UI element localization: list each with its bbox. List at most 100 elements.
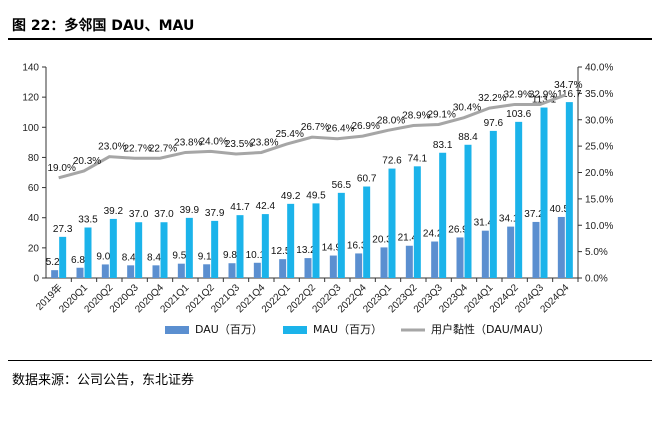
stickiness-data-label: 34.7% — [554, 80, 582, 91]
dau-bar — [431, 241, 439, 278]
dau-bar — [329, 255, 337, 278]
left-tick-label: 60 — [28, 183, 40, 194]
figure-title-bar: 图 22：多邻国 DAU、MAU — [8, 10, 652, 40]
mau-data-label: 37.9 — [205, 208, 225, 219]
stickiness-data-label: 19.0% — [47, 163, 75, 174]
mau-bar — [185, 217, 193, 278]
mau-data-label: 39.9 — [180, 205, 200, 216]
mau-data-label: 74.1 — [408, 153, 428, 164]
dau-bar — [253, 262, 261, 278]
left-tick-label: 100 — [22, 123, 39, 134]
stickiness-line — [58, 93, 566, 180]
mau-data-label: 116.7 — [557, 89, 582, 100]
dau-bar — [76, 267, 84, 278]
legend-mau-swatch — [283, 326, 307, 334]
stickiness-data-label: 25.4% — [275, 129, 303, 140]
dau-data-label: 9.5 — [172, 251, 186, 262]
dau-bar — [177, 263, 185, 278]
mau-data-label: 27.3 — [53, 224, 73, 235]
legend-mau-label: MAU（百万） — [313, 323, 382, 336]
mau-data-label: 39.2 — [104, 206, 124, 217]
mau-bar — [337, 192, 345, 278]
left-tick-label: 120 — [22, 93, 39, 104]
x-tick-label: 2024Q4 — [539, 282, 572, 315]
dau-bar — [51, 270, 59, 278]
mau-bar — [540, 107, 548, 278]
right-tick-label: 25.0% — [585, 142, 613, 153]
stickiness-data-label: 20.3% — [73, 156, 101, 167]
mau-bar — [489, 130, 497, 278]
stickiness-data-label: 23.5% — [225, 139, 253, 150]
mau-bar — [287, 203, 295, 278]
mau-data-label: 49.2 — [281, 191, 301, 202]
right-tick-label: 10.0% — [585, 221, 613, 232]
right-tick-label: 0.0% — [585, 274, 608, 285]
dau-bar — [456, 237, 464, 278]
dau-data-label: 40.5 — [550, 204, 570, 215]
left-tick-label: 20 — [28, 243, 40, 254]
dau-bar — [507, 226, 515, 278]
stickiness-data-label: 29.1% — [427, 109, 455, 120]
dau-data-label: 21.4 — [398, 233, 418, 244]
right-tick-label: 40.0% — [585, 63, 613, 74]
right-tick-label: 30.0% — [585, 115, 613, 126]
dau-bar — [203, 264, 211, 278]
dau-data-label: 31.4 — [474, 218, 494, 229]
mau-bar — [160, 222, 168, 278]
dau-data-label: 20.3 — [372, 234, 392, 245]
dau-bar — [405, 245, 413, 278]
mau-bar — [59, 236, 67, 278]
mau-bar — [464, 144, 472, 278]
dau-bar — [481, 230, 489, 278]
stickiness-data-label: 26.7% — [301, 122, 329, 133]
dau-data-label: 8.4 — [147, 252, 161, 263]
mau-data-label: 72.6 — [382, 156, 402, 167]
right-tick-label: 15.0% — [585, 194, 613, 205]
mau-bar — [565, 102, 573, 279]
dau-data-label: 34.1 — [499, 214, 519, 225]
stickiness-data-label: 30.4% — [453, 103, 481, 114]
legend-dau-swatch — [165, 326, 189, 334]
mau-data-label: 83.1 — [433, 140, 453, 151]
dau-bar — [355, 253, 363, 278]
dau-bar — [279, 259, 287, 278]
legend-stickiness-label: 用户黏性（DAU/MAU） — [431, 322, 550, 336]
dau-data-label: 9.8 — [223, 250, 237, 261]
stickiness-data-label: 26.9% — [351, 121, 379, 132]
right-tick-label: 20.0% — [585, 168, 613, 179]
mau-data-label: 42.4 — [256, 201, 276, 212]
mau-data-label: 37.0 — [154, 209, 174, 220]
mau-bar — [135, 222, 143, 278]
stickiness-data-label: 28.0% — [377, 115, 405, 126]
stickiness-data-label: 32.2% — [478, 93, 506, 104]
stickiness-data-label: 23.8% — [174, 137, 202, 148]
mau-bar — [236, 215, 244, 278]
left-tick-label: 0 — [33, 274, 39, 285]
mau-bar — [439, 152, 447, 278]
mau-bar — [211, 220, 219, 278]
dau-data-label: 14.9 — [322, 243, 342, 254]
mau-bar — [413, 166, 421, 278]
dau-data-label: 37.2 — [524, 209, 544, 220]
mau-data-label: 103.6 — [506, 109, 531, 120]
dau-bar — [557, 216, 565, 278]
dau-bar — [101, 264, 109, 278]
dau-data-label: 12.5 — [271, 246, 291, 257]
dau-data-label: 6.8 — [71, 255, 85, 266]
dau-data-label: 26.9 — [448, 224, 468, 235]
dau-data-label: 5.2 — [46, 257, 60, 268]
dau-data-label: 16.3 — [347, 240, 367, 251]
dau-bar — [127, 265, 135, 278]
mau-bar — [515, 121, 523, 278]
left-tick-label: 40 — [28, 213, 40, 224]
mau-data-label: 33.5 — [78, 215, 98, 226]
mau-bar — [84, 227, 92, 278]
dau-data-label: 24.2 — [423, 229, 443, 240]
stickiness-data-label: 22.7% — [149, 143, 177, 154]
stickiness-data-label: 24.0% — [199, 136, 227, 147]
right-tick-label: 5.0% — [585, 247, 608, 258]
mau-data-label: 49.5 — [306, 190, 326, 201]
stickiness-data-label: 32.9% — [529, 89, 557, 100]
dau-data-label: 9.0 — [96, 251, 110, 262]
